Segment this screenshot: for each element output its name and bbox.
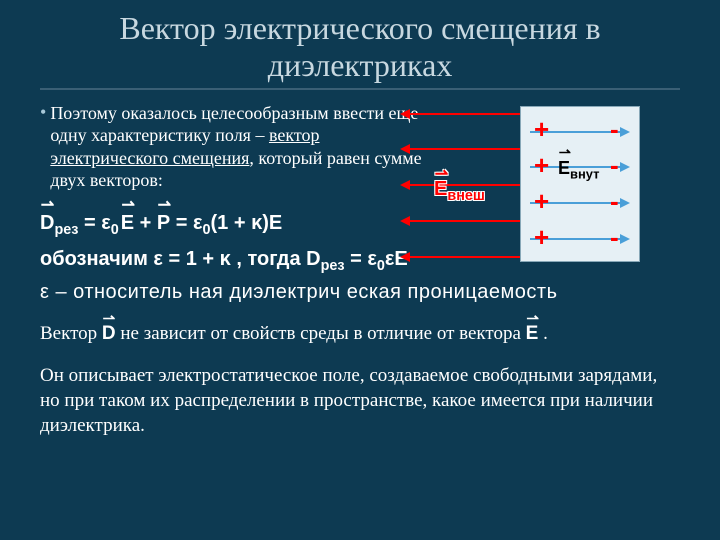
plus-charge: + [534,186,549,217]
paragraph-d-independent: Вектор D не зависит от свойств среды в о… [40,322,680,347]
f1-part-b: = ε [78,212,110,234]
p1-c: . [538,323,548,344]
eps0-sub-3: 0 [377,258,385,274]
d-rez-sub-2: рез [321,258,345,274]
title-line-1: Вектор электрического смещения в [119,10,600,46]
d-vector: D [40,206,54,240]
p1-a: Вектор [40,323,102,344]
epsilon-definition: ε – относитель ная диэлектрич еская прон… [40,281,680,304]
e-external-sub: внеш [447,188,485,204]
e-internal-symbol: E [558,158,570,179]
d-rez-sub: рез [54,222,78,238]
minus-charge: - [610,186,619,217]
minus-charge: - [610,150,619,181]
eps0-sub: 0 [111,222,119,238]
d-vector-inline: D [102,322,116,347]
e-vector-inline: E [121,206,134,240]
bullet-icon: • [40,102,46,124]
e-external-symbol: E [434,178,447,201]
intro-text-before: Поэтому оказалось целесообразным ввести … [50,103,418,146]
f2-lead: обозначим ε = 1 + κ , тогда D [40,248,321,270]
eps0-sub-2: 0 [203,222,211,238]
slide: Вектор электрического смещения в диэлект… [0,0,720,540]
e-external-label: Eвнеш [434,178,485,204]
f1-tail: (1 + κ)E [211,212,283,234]
minus-charge: - [610,222,619,253]
plus-charge: + [534,150,549,181]
title-rule [40,88,680,90]
p1-b: не зависит от свойств среды в отличие от… [116,323,526,344]
paragraph-d-describes: Он описывает электростатическое поле, со… [40,364,680,438]
plus-charge: + [534,114,549,145]
p-vector: P [157,206,170,240]
e-internal-label: Eвнут [558,158,600,182]
e-vector-inline-2: E [526,322,539,347]
title-line-2: диэлектриках [268,47,453,83]
content-area: • Поэтому оказалось целесообразным ввест… [40,102,680,439]
field-diagram: + + + + - - - - Eвнеш Eвнут [410,98,670,278]
minus-charge: - [610,114,619,145]
e-internal-sub: внут [570,166,600,181]
intro-paragraph: Поэтому оказалось целесообразным ввести … [50,102,440,192]
slide-title: Вектор электрического смещения в диэлект… [40,10,680,84]
plus-charge: + [534,222,549,253]
f2-eps: = ε [345,248,377,270]
